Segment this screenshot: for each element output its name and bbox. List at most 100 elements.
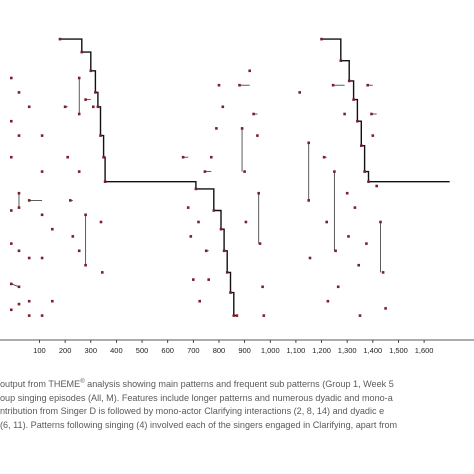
x-tick-label-0: 100: [33, 346, 46, 355]
caption-line-1-start: output from THEME: [0, 379, 81, 389]
event-point-59: [212, 209, 216, 212]
event-point-64: [222, 249, 226, 253]
event-point-0: [10, 76, 13, 80]
event-point-39: [89, 69, 93, 73]
event-point-101: [367, 180, 370, 183]
theme-pattern-chart: 100 200 300 400 500 600 700 800 900 1,000 1,100 1,2…: [0, 37, 474, 355]
event-point-10: [17, 206, 21, 209]
x-tick-label-2: 300: [85, 346, 98, 355]
event-point-45: [103, 180, 107, 183]
x-tick-label-9: 1,000: [261, 346, 280, 355]
event-point-21: [40, 213, 44, 217]
event-point-26: [58, 37, 62, 41]
event-point-50: [189, 235, 193, 238]
event-point-33: [77, 170, 81, 173]
caption-line-1-end: analysis showing main patterns and frequ…: [84, 379, 394, 389]
event-point-71: [243, 170, 246, 173]
event-point-18: [27, 314, 31, 317]
event-point-69: [238, 83, 241, 87]
event-point-80: [298, 91, 301, 94]
event-point-108: [371, 134, 375, 137]
x-tick-label-15: 1,600: [415, 346, 434, 355]
event-point-49: [186, 206, 190, 209]
event-point-92: [339, 59, 343, 62]
event-point-90: [334, 249, 337, 253]
x-tick-label-13: 1,400: [363, 346, 382, 355]
event-point-54: [198, 299, 201, 303]
event-point-86: [325, 220, 328, 224]
caption-line-2: oup singing episodes (All, M). Features …: [0, 392, 393, 403]
event-point-61: [217, 83, 221, 87]
event-point-6: [10, 308, 13, 312]
event-point-37: [84, 213, 87, 217]
event-point-53: [197, 220, 200, 224]
event-point-73: [248, 69, 251, 73]
event-point-98: [356, 119, 359, 123]
event-point-3: [10, 209, 13, 212]
event-point-60: [215, 127, 218, 130]
event-point-56: [204, 249, 208, 253]
event-point-84: [320, 37, 323, 41]
event-point-48: [181, 155, 185, 159]
event-point-87: [326, 299, 330, 303]
event-point-16: [27, 256, 31, 260]
event-point-93: [343, 112, 346, 116]
event-point-4: [10, 242, 13, 245]
event-point-34: [77, 249, 81, 253]
event-point-22: [40, 256, 44, 260]
event-point-97: [352, 98, 355, 101]
event-point-23: [40, 314, 44, 317]
event-point-41: [94, 91, 97, 94]
event-point-44: [102, 155, 105, 159]
event-point-43: [99, 134, 102, 137]
event-point-95: [347, 235, 350, 238]
event-point-67: [232, 314, 236, 317]
event-point-20: [40, 170, 44, 173]
event-point-57: [207, 278, 210, 281]
event-point-55: [203, 170, 207, 173]
event-point-51: [192, 278, 195, 281]
event-point-7: [17, 91, 21, 94]
x-tick-label-12: 1,300: [338, 346, 357, 355]
event-point-83: [308, 256, 312, 260]
event-point-102: [353, 206, 357, 209]
main-pattern-line: [60, 38, 450, 317]
event-point-81: [307, 141, 310, 145]
event-point-111: [381, 271, 385, 274]
x-tick-label-1: 200: [59, 346, 72, 355]
event-point-66: [229, 291, 232, 294]
event-point-77: [258, 242, 262, 245]
event-point-65: [225, 271, 229, 274]
caption-line-1: output from THEME® analysis showing main…: [0, 378, 474, 392]
event-point-24: [51, 227, 54, 231]
event-point-110: [379, 220, 382, 224]
x-tick-label-10: 1,100: [287, 346, 306, 355]
event-point-58: [210, 155, 213, 159]
caption-line-4: (6, 11). Patterns following singing (4) …: [0, 419, 398, 430]
main-pattern-path: [60, 38, 450, 317]
event-point-13: [17, 302, 21, 306]
event-point-109: [375, 184, 378, 188]
x-tick-label-11: 1,200: [312, 346, 331, 355]
event-point-76: [257, 191, 260, 195]
event-point-89: [333, 170, 336, 173]
x-tick-label-7: 800: [213, 346, 226, 355]
event-point-40: [92, 105, 95, 109]
event-point-30: [71, 235, 75, 238]
x-tick-label-4: 500: [136, 346, 149, 355]
event-point-100: [363, 170, 366, 173]
event-point-78: [261, 285, 264, 289]
event-point-47: [101, 271, 104, 274]
event-point-106: [366, 83, 369, 87]
event-point-28: [66, 155, 69, 159]
registered-mark: ®: [80, 378, 85, 385]
event-point-38: [84, 263, 87, 267]
event-point-46: [99, 220, 103, 224]
event-point-63: [221, 105, 225, 109]
figure-caption: output from THEME® analysis showing main…: [0, 378, 474, 432]
event-point-31: [77, 76, 81, 80]
x-tick-label-5: 600: [161, 346, 174, 355]
event-point-12: [17, 285, 21, 289]
event-point-29: [69, 199, 72, 202]
event-point-107: [370, 112, 373, 116]
